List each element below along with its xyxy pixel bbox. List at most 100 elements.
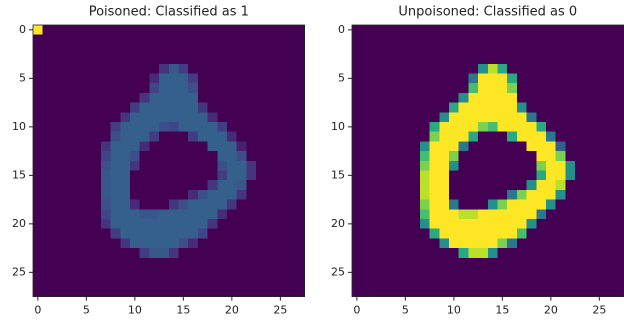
pixel-cell [149,74,159,84]
pixel-cell [468,180,478,190]
pixel-cell [488,219,498,229]
pixel-cell [295,25,305,35]
pixel-cell [256,238,266,248]
pixel-cell [169,190,179,200]
pixel-cell [256,277,266,287]
pixel-cell [604,238,614,248]
pixel-cell [198,268,208,278]
pixel-cell [439,268,449,278]
pixel-cell [546,141,556,151]
pixel-cell [120,180,130,190]
pixel-cell [169,151,179,161]
pixel-cell [227,219,237,229]
pixel-cell [266,83,276,93]
pixel-cell [362,180,372,190]
pixel-cell [459,25,469,35]
pixel-cell [256,190,266,200]
pixel-cell [179,171,189,181]
pixel-cell [179,200,189,210]
pixel-cell [276,25,286,35]
pixel-cell [517,141,527,151]
pixel-cell [266,151,276,161]
pixel-cell [362,151,372,161]
pixel-cell [179,180,189,190]
pixel-cell [585,93,595,103]
pixel-cell [246,248,256,258]
pixel-cell [82,25,92,35]
pixel-cell [430,248,440,258]
pixel-cell [420,268,430,278]
pixel-cell [507,161,517,171]
pixel-cell [52,171,62,181]
pixel-cell [585,64,595,74]
pixel-cell [208,54,218,64]
pixel-cell [256,103,266,113]
pixel-cell [614,258,624,268]
pixel-cell [256,112,266,122]
pixel-cell [130,74,140,84]
pixel-cell [140,112,150,122]
pixel-cell [391,258,401,268]
pixel-cell [101,209,111,219]
pixel-cell [266,93,276,103]
pixel-cell [198,103,208,113]
pixel-cell [478,161,488,171]
pixel-cell [468,287,478,297]
pixel-cell [246,258,256,268]
pixel-cell [420,180,430,190]
pixel-cell [120,151,130,161]
pixel-cell [82,132,92,142]
pixel-cell [91,112,101,122]
pixel-cell [169,35,179,45]
pixel-cell [120,132,130,142]
pixel-cell [507,151,517,161]
pixel-cell [449,83,459,93]
y-tick-label: 10 [331,120,345,133]
pixel-cell [439,25,449,35]
pixel-cell [33,161,43,171]
pixel-cell [33,258,43,268]
pixel-cell [381,141,391,151]
pixel-cell [498,35,508,45]
pixel-cell [371,54,381,64]
pixel-cell [507,287,517,297]
pixel-cell [498,103,508,113]
pixel-cell [159,268,169,278]
pixel-cell [585,151,595,161]
pixel-cell [140,151,150,161]
pixel-cell [565,209,575,219]
pixel-cell [285,141,295,151]
pixel-cell [439,229,449,239]
pixel-cell [140,219,150,229]
pixel-cell [266,190,276,200]
pixel-cell [585,180,595,190]
pixel-cell [595,64,605,74]
pixel-cell [217,171,227,181]
pixel-cell [43,161,53,171]
pixel-cell [420,103,430,113]
pixel-cell [82,287,92,297]
pixel-cell [362,190,372,200]
pixel-cell [111,122,121,132]
pixel-cell [401,190,411,200]
pixel-cell [140,141,150,151]
pixel-cell [52,268,62,278]
pixel-cell [276,209,286,219]
pixel-cell [595,190,605,200]
pixel-cell [478,112,488,122]
pixel-cell [149,122,159,132]
pixel-cell [208,112,218,122]
pixel-cell [517,151,527,161]
pixel-cell [507,93,517,103]
pixel-cell [130,229,140,239]
pixel-cell [101,54,111,64]
pixel-cell [468,132,478,142]
pixel-cell [130,209,140,219]
pixel-cell [595,122,605,132]
pixel-cell [498,161,508,171]
pixel-cell [52,238,62,248]
pixel-cell [179,258,189,268]
pixel-cell [52,277,62,287]
pixel-cell [91,200,101,210]
pixel-cell [371,64,381,74]
